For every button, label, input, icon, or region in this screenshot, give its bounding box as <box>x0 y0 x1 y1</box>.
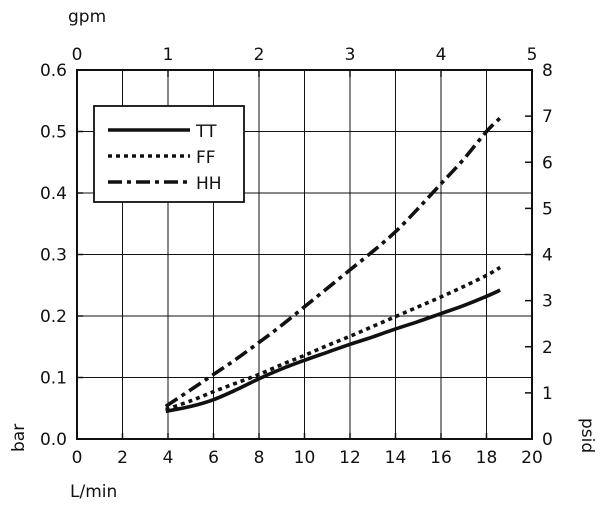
tick-label-y2: 0 <box>542 430 553 450</box>
tick-label-y: 0.0 <box>40 430 67 450</box>
tick-label-y: 0.4 <box>40 184 67 204</box>
tick-layer: 0 2 4 6 8 10 12 14 16 18 200.00.10.20.30.40.50.60 1… <box>40 45 553 468</box>
tick-label-y: 0.5 <box>40 123 67 143</box>
legend-label-hh: HH <box>196 174 222 194</box>
tick-label-x2: 1 <box>163 45 174 65</box>
tick-label-y2: 1 <box>542 384 553 404</box>
tick-label-x: 14 <box>385 448 407 468</box>
legend-label-ff: FF <box>196 148 216 168</box>
series-layer <box>164 116 502 414</box>
tick-label-x2: 0 <box>72 45 83 65</box>
tick-label-y: 0.6 <box>40 61 67 81</box>
tick-label-y2: 8 <box>542 61 553 81</box>
tick-label-x: 18 <box>476 448 498 468</box>
series-line-hh <box>164 116 502 408</box>
series-line-tt <box>165 288 501 414</box>
tick-label-y2: 3 <box>542 292 553 312</box>
tick-label-x: 2 <box>117 448 128 468</box>
tick-label-y: 0.3 <box>40 246 67 266</box>
right-axis-label: psid <box>577 418 597 453</box>
tick-label-x: 12 <box>339 448 361 468</box>
tick-label-x: 8 <box>254 448 265 468</box>
series-line-ff <box>165 265 502 412</box>
tick-label-y2: 2 <box>542 338 553 358</box>
tick-label-y2: 7 <box>542 107 553 127</box>
tick-label-x: 20 <box>521 448 543 468</box>
tick-label-y2: 6 <box>542 153 553 173</box>
left-axis-label: bar <box>9 424 29 452</box>
top-axis-label: gpm <box>68 7 106 27</box>
tick-label-y: 0.1 <box>40 369 67 389</box>
legend: TT FF HH <box>93 105 245 203</box>
tick-label-x2: 4 <box>436 45 447 65</box>
legend-label-tt: TT <box>195 122 217 142</box>
tick-label-y2: 5 <box>542 199 553 219</box>
tick-label-x: 4 <box>163 448 174 468</box>
grid <box>77 70 532 439</box>
tick-label-x: 6 <box>208 448 219 468</box>
bottom-axis-label: L/min <box>70 482 117 502</box>
tick-label-y2: 4 <box>542 246 553 266</box>
tick-label-x: 10 <box>294 448 316 468</box>
tick-label-x: 16 <box>430 448 452 468</box>
tick-label-x2: 2 <box>254 45 265 65</box>
tick-label-y: 0.2 <box>40 307 67 327</box>
tick-label-x2: 5 <box>527 45 538 65</box>
legend-box <box>93 105 245 203</box>
tick-label-x2: 3 <box>345 45 356 65</box>
tick-label-x: 0 <box>72 448 83 468</box>
